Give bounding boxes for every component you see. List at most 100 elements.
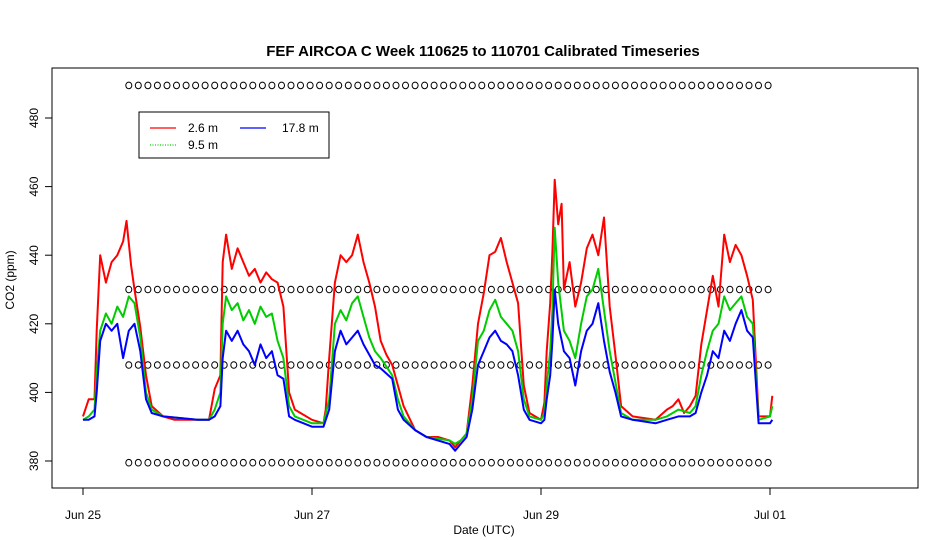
sample-marker	[459, 458, 467, 467]
sample-marker	[764, 285, 772, 294]
marker-row-2	[125, 361, 772, 369]
sample-marker	[640, 458, 648, 467]
sample-marker	[478, 458, 486, 467]
sample-marker	[736, 361, 743, 369]
sample-marker	[239, 361, 247, 369]
sample-marker	[430, 361, 438, 369]
sample-marker	[373, 285, 381, 294]
sample-marker	[516, 81, 524, 90]
sample-marker	[249, 285, 257, 294]
sample-marker	[335, 81, 343, 90]
sample-marker	[726, 81, 734, 90]
sample-marker	[297, 81, 304, 90]
sample-marker	[306, 81, 314, 90]
series-layer	[82, 178, 774, 452]
sample-marker	[736, 81, 743, 90]
sample-marker	[134, 361, 142, 369]
sample-marker	[173, 361, 180, 369]
sample-marker	[659, 81, 667, 90]
sample-marker	[268, 81, 276, 90]
sample-marker	[755, 458, 762, 467]
sample-marker	[268, 458, 276, 467]
sample-marker	[134, 285, 142, 294]
sample-marker	[611, 458, 619, 467]
sample-marker	[211, 361, 219, 369]
sample-marker	[220, 81, 228, 90]
sample-marker	[421, 285, 429, 294]
sample-marker	[192, 458, 200, 467]
sample-marker	[173, 458, 180, 467]
sample-marker	[716, 81, 724, 90]
sample-marker	[764, 81, 772, 90]
sample-marker	[402, 81, 409, 90]
series-line-2-6-m	[82, 178, 774, 449]
sample-marker	[745, 81, 753, 90]
sample-marker	[631, 361, 638, 369]
sample-marker	[153, 361, 161, 369]
sample-marker	[402, 285, 409, 294]
sample-marker	[335, 285, 343, 294]
marker-row-3	[125, 458, 772, 467]
sample-marker	[659, 458, 667, 467]
sample-marker	[650, 285, 658, 294]
sample-marker	[211, 285, 219, 294]
sample-marker	[440, 458, 448, 467]
legend-label-2-6m: 2.6 m	[188, 121, 218, 135]
sample-marker	[449, 361, 457, 369]
sample-marker	[535, 285, 543, 294]
x-tick-label: Jun 25	[65, 508, 101, 522]
sample-marker	[163, 361, 171, 369]
sample-marker	[163, 458, 171, 467]
sample-marker	[344, 361, 352, 369]
sample-marker	[526, 361, 534, 369]
sample-marker	[564, 458, 572, 467]
sample-marker	[583, 458, 591, 467]
sample-marker	[430, 81, 438, 90]
x-axis-label: Date (UTC)	[453, 523, 514, 537]
sample-marker	[564, 81, 572, 90]
sample-marker	[354, 81, 362, 90]
sample-marker	[583, 81, 591, 90]
sample-marker	[392, 81, 400, 90]
sample-marker	[764, 458, 772, 467]
sample-marker	[411, 285, 419, 294]
sample-marker	[755, 285, 762, 294]
sample-marker	[459, 81, 467, 90]
sample-marker	[640, 361, 648, 369]
sample-marker	[688, 361, 696, 369]
sample-marker	[573, 458, 581, 467]
sample-marker	[507, 81, 514, 90]
y-axis-label: CO2 (ppm)	[3, 250, 17, 309]
sample-marker	[125, 458, 133, 467]
sample-marker	[182, 458, 190, 467]
y-tick-label: 440	[27, 245, 41, 265]
sample-marker	[611, 81, 619, 90]
series-line-17-8-m	[83, 288, 774, 452]
sample-marker	[659, 361, 667, 369]
sample-marker	[726, 361, 734, 369]
sample-marker	[631, 81, 638, 90]
sample-marker	[363, 458, 371, 467]
sample-marker	[382, 285, 390, 294]
sample-marker	[421, 458, 429, 467]
sample-marker	[545, 81, 553, 90]
sample-marker	[316, 458, 324, 467]
sample-marker	[688, 458, 696, 467]
sample-marker	[153, 81, 161, 90]
sample-marker	[430, 285, 438, 294]
sample-marker	[678, 458, 686, 467]
sample-marker	[125, 361, 133, 369]
sample-marker	[755, 81, 762, 90]
sample-marker	[201, 285, 209, 294]
sample-marker	[669, 285, 677, 294]
sample-marker	[306, 361, 314, 369]
sample-marker	[278, 81, 285, 90]
sample-marker	[659, 285, 667, 294]
sample-marker	[125, 81, 133, 90]
sample-marker	[564, 285, 572, 294]
sample-marker	[201, 361, 209, 369]
sample-marker	[192, 285, 200, 294]
sample-marker	[545, 458, 553, 467]
sample-marker	[669, 361, 677, 369]
legend-box	[138, 111, 330, 159]
